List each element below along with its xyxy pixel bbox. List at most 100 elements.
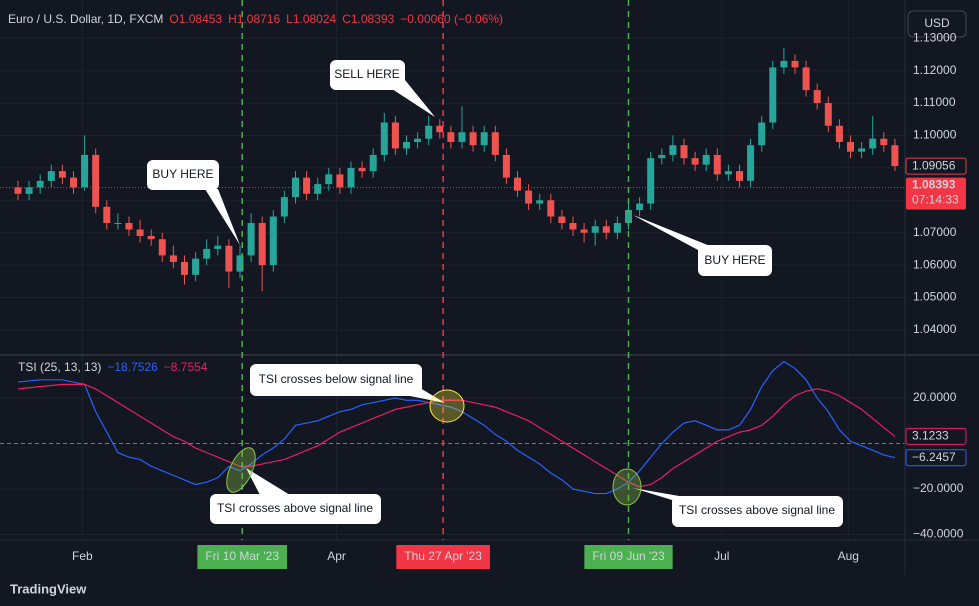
candle-body bbox=[846, 141, 854, 152]
tsi-line bbox=[17, 360, 896, 495]
candle-body bbox=[414, 138, 422, 142]
candle-body bbox=[81, 154, 89, 188]
header: Euro / U.S. Dollar, 1D, FXCM O1.08453 H1.0… bbox=[8, 12, 503, 26]
candle-body bbox=[214, 245, 222, 249]
candle-body bbox=[303, 177, 311, 194]
candle-body bbox=[92, 154, 100, 207]
y-tick-label: 1.13000 bbox=[913, 30, 957, 44]
candle-body bbox=[813, 90, 821, 104]
candle-body bbox=[69, 177, 77, 188]
candle-body bbox=[114, 222, 122, 224]
x-tick-label: Apr bbox=[327, 549, 346, 563]
candle-body bbox=[480, 132, 488, 146]
ohlc-value: C1.08393 bbox=[342, 12, 394, 26]
candle-body bbox=[25, 187, 33, 194]
candle-body bbox=[624, 210, 632, 223]
annotation: SELL HERE bbox=[334, 67, 400, 81]
x-tick-label: Jul bbox=[714, 549, 729, 563]
callout bbox=[672, 496, 843, 527]
annotation: TSI crosses below signal line bbox=[259, 372, 414, 386]
marker-label: Fri 10 Mar '23 bbox=[205, 549, 279, 563]
footer-logo: TradingView bbox=[10, 581, 87, 596]
candle-body bbox=[347, 167, 355, 188]
candle-body bbox=[158, 239, 166, 256]
price-tag bbox=[905, 157, 967, 175]
y-tick-label: −20.0000 bbox=[913, 481, 964, 495]
candle-body bbox=[469, 132, 477, 146]
callout-pointer bbox=[246, 468, 290, 495]
candle-body bbox=[203, 248, 211, 259]
candle-body bbox=[14, 187, 22, 194]
annotation: TSI crosses above signal line bbox=[217, 501, 373, 515]
candle-body bbox=[192, 258, 200, 275]
candle-body bbox=[380, 122, 388, 155]
marker-label-bg bbox=[396, 545, 490, 569]
candle-body bbox=[591, 226, 599, 233]
candle-body bbox=[691, 158, 699, 165]
candle-body bbox=[258, 222, 266, 266]
candle-body bbox=[147, 235, 155, 240]
annotation: TSI crosses above signal line bbox=[679, 503, 835, 517]
y-tick-label: 1.07000 bbox=[913, 225, 957, 239]
marker-label-bg bbox=[584, 545, 673, 569]
candle-body bbox=[580, 229, 588, 233]
candle-body bbox=[858, 148, 866, 152]
candle-body bbox=[536, 200, 544, 204]
y-tick-label: 20.0000 bbox=[913, 390, 957, 404]
candle-body bbox=[180, 261, 188, 275]
callout-pointer bbox=[633, 215, 710, 250]
marker-label: Fri 09 Jun '23 bbox=[592, 549, 665, 563]
annotations: BUY HERE SELL HERE BUY HERE TSI crosses … bbox=[147, 60, 843, 527]
candle-body bbox=[747, 145, 755, 181]
candle-body bbox=[236, 255, 244, 272]
ohlc-value: −0.00060 (−0.06%) bbox=[400, 12, 503, 26]
candle-body bbox=[225, 245, 233, 272]
callout-pointer bbox=[392, 80, 435, 117]
candle-body bbox=[136, 229, 144, 236]
candle-body bbox=[436, 125, 444, 133]
candle-body bbox=[391, 122, 399, 149]
tsi-label: TSI (25, 13, 13) bbox=[18, 360, 101, 374]
candle-body bbox=[58, 171, 66, 178]
annotation: BUY HERE bbox=[704, 253, 765, 267]
candle-body bbox=[636, 203, 644, 211]
callout-pointer bbox=[205, 189, 240, 245]
candle-body bbox=[336, 174, 344, 188]
candle-body bbox=[880, 138, 888, 146]
y-tick-label: 1.11000 bbox=[913, 95, 956, 109]
candle-body bbox=[613, 222, 621, 233]
signal-value: −8.7554 bbox=[164, 360, 208, 374]
candle-body bbox=[513, 177, 521, 191]
candle-body bbox=[891, 145, 899, 167]
countdown: 07:14:33 bbox=[912, 193, 959, 207]
candle-body bbox=[724, 171, 732, 175]
candle-body bbox=[558, 216, 566, 223]
callout bbox=[147, 160, 219, 190]
price-tag-label: 3.1233 bbox=[912, 429, 949, 443]
candle-body bbox=[280, 197, 288, 217]
candle-body bbox=[369, 154, 377, 172]
y-tick-label: 1.04000 bbox=[913, 322, 957, 336]
highlight-ellipse bbox=[226, 447, 256, 493]
candle-body bbox=[491, 132, 499, 155]
candle-body bbox=[758, 122, 766, 146]
tsi-line bbox=[17, 383, 896, 488]
highlight-ellipse bbox=[612, 468, 642, 506]
candle-body bbox=[680, 145, 688, 159]
callout bbox=[698, 245, 772, 276]
candle-body bbox=[669, 145, 677, 155]
marker-label: Thu 27 Apr '23 bbox=[404, 549, 482, 563]
currency-button[interactable] bbox=[907, 10, 967, 38]
currency[interactable]: USD bbox=[924, 16, 950, 30]
price-tag bbox=[906, 177, 966, 210]
marks bbox=[0, 0, 905, 569]
candle-body bbox=[125, 222, 133, 230]
candle-body bbox=[247, 222, 255, 256]
candle-body bbox=[402, 141, 410, 149]
candle-body bbox=[325, 174, 333, 185]
candle-body bbox=[569, 222, 577, 230]
annotation: BUY HERE bbox=[152, 167, 213, 181]
callout bbox=[330, 60, 405, 90]
